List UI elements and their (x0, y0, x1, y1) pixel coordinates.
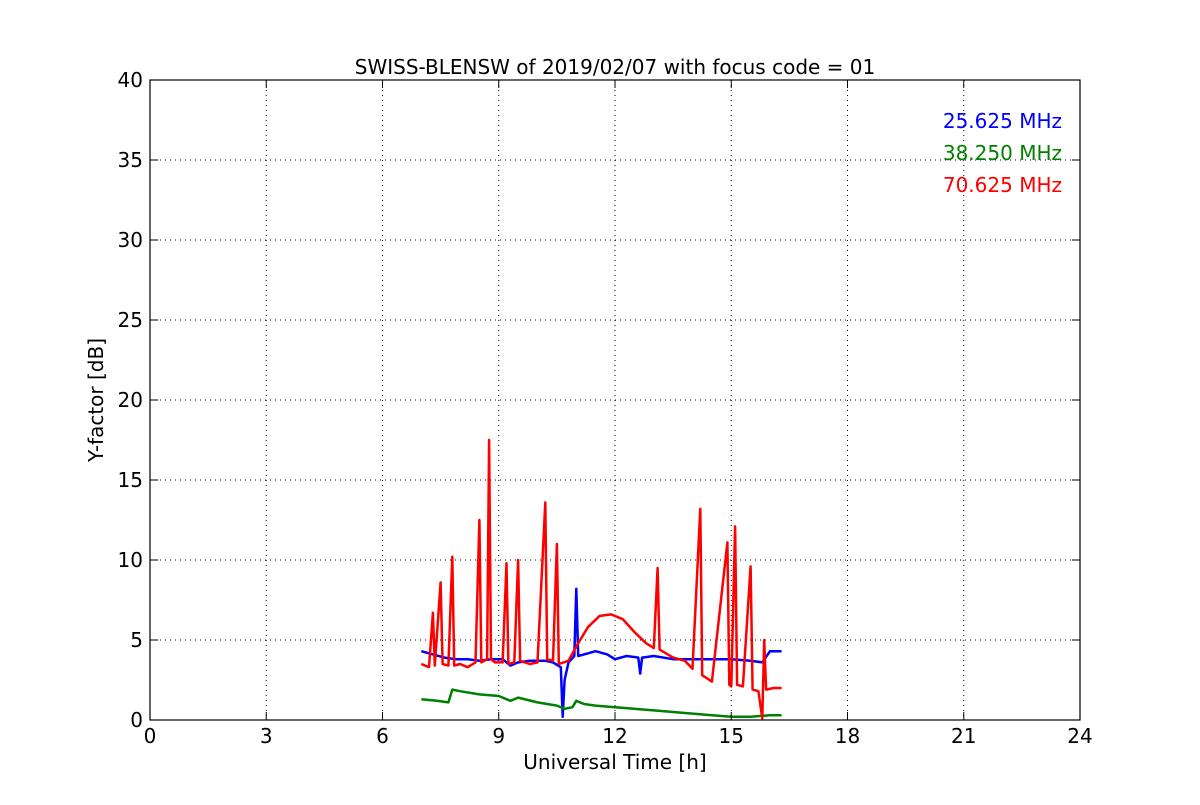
y-axis-label: Y-factor [dB] (84, 338, 108, 463)
y-tick-label: 30 (118, 228, 143, 252)
y-tick-label: 0 (130, 708, 143, 732)
legend-entry: 25.625 MHz (943, 109, 1062, 133)
x-axis-label: Universal Time [h] (523, 750, 706, 774)
legend-entry: 38.250 MHz (943, 141, 1062, 165)
x-tick-label: 24 (1067, 724, 1092, 748)
ticks: 0 3 6 9 12 15 18 21 24 0 5 10 15 20 25 30 35 40 (118, 68, 1093, 748)
x-tick-label: 12 (602, 724, 627, 748)
series-line-70-625-mhz (420, 438, 782, 720)
series-line-38-250-mhz (421, 688, 782, 719)
x-tick-label: 6 (376, 724, 389, 748)
y-tick-label: 10 (118, 548, 143, 572)
legend-entry: 70.625 MHz (943, 173, 1062, 197)
y-tick-label: 20 (118, 388, 143, 412)
y-tick-label: 15 (118, 468, 143, 492)
y-tick-label: 40 (118, 68, 143, 92)
x-tick-label: 18 (835, 724, 860, 748)
legend: 25.625 MHz 38.250 MHz 70.625 MHz (943, 109, 1062, 197)
x-tick-label: 3 (260, 724, 273, 748)
y-tick-label: 25 (118, 308, 143, 332)
chart-title: SWISS-BLENSW of 2019/02/07 with focus co… (355, 55, 876, 79)
y-tick-label: 35 (118, 148, 143, 172)
x-tick-label: 9 (492, 724, 505, 748)
x-tick-label: 0 (144, 724, 157, 748)
x-tick-label: 21 (951, 724, 976, 748)
series-group (420, 438, 782, 720)
y-tick-label: 5 (130, 628, 143, 652)
x-tick-label: 15 (719, 724, 744, 748)
grid (150, 80, 1080, 720)
